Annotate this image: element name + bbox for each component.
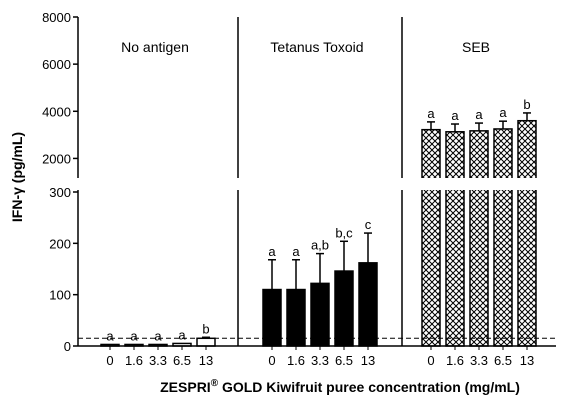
x-tick-label: 0	[106, 353, 113, 368]
bar	[445, 131, 465, 347]
x-axis-title: ZESPRI® GOLD Kiwifruit puree concentrati…	[160, 378, 520, 395]
x-tick-label: 3.3	[149, 353, 167, 368]
significance-label: a	[292, 244, 300, 259]
y-tick-label: 300	[49, 185, 71, 200]
panel-label-3: SEB	[462, 39, 490, 55]
bar	[286, 288, 306, 347]
significance-label: a	[106, 328, 114, 343]
x-tick-label: 1.6	[446, 353, 464, 368]
significance-label: a	[427, 106, 435, 121]
significance-label: a	[451, 108, 459, 123]
x-tick-label: 3.3	[311, 353, 329, 368]
bar	[517, 119, 537, 347]
y-tick-label: 2000	[42, 151, 71, 166]
x-tick-label: 3.3	[470, 353, 488, 368]
significance-label: b	[523, 97, 530, 112]
bar	[493, 128, 513, 347]
y-tick-label: 200	[49, 236, 71, 251]
significance-label: c	[365, 217, 372, 232]
plot-area: No antigen a 0 a 1.6 a 3.3 a 6.5 b 13 Tetanus Toxoi…	[42, 10, 556, 368]
significance-label: a	[178, 327, 186, 342]
significance-label: a,b	[311, 238, 329, 253]
x-tick-label: 1.6	[287, 353, 305, 368]
x-tick-label: 0	[427, 353, 434, 368]
bar	[262, 288, 282, 347]
axis-break-band	[72, 178, 556, 190]
significance-label: a	[268, 244, 276, 259]
significance-label: a	[499, 105, 507, 120]
y-axis-title: IFN-γ (pg/mL)	[9, 132, 25, 222]
y-tick-label: 0	[64, 339, 71, 354]
x-tick-label: 1.6	[125, 353, 143, 368]
significance-label: a	[130, 328, 138, 343]
x-axis-title-rest: GOLD Kiwifruit puree concentration (mg/m…	[218, 379, 520, 395]
y-tick-label: 4000	[42, 104, 71, 119]
significance-label: b	[202, 321, 209, 336]
y-tick-label: 100	[49, 288, 71, 303]
x-tick-label: 6.5	[494, 353, 512, 368]
panel-label-1: No antigen	[121, 39, 189, 55]
panel-label-2: Tetanus Toxoid	[270, 39, 363, 55]
significance-label: a	[475, 107, 483, 122]
y-tick-label: 8000	[42, 10, 71, 25]
x-tick-label: 0	[268, 353, 275, 368]
bar	[358, 262, 378, 347]
bar	[196, 337, 216, 347]
x-tick-label: 6.5	[173, 353, 191, 368]
significance-label: b,c	[335, 225, 353, 240]
x-tick-label: 13	[199, 353, 213, 368]
x-axis-title-registered-mark: ®	[211, 378, 219, 389]
bar	[469, 130, 489, 347]
x-tick-label: 6.5	[335, 353, 353, 368]
x-axis-title-brand: ZESPRI	[160, 379, 211, 395]
bar	[310, 282, 330, 347]
bar	[334, 270, 354, 347]
bar	[421, 128, 441, 347]
x-tick-label: 13	[520, 353, 534, 368]
x-tick-label: 13	[361, 353, 375, 368]
significance-label: a	[154, 328, 162, 343]
y-tick-label: 6000	[42, 57, 71, 72]
